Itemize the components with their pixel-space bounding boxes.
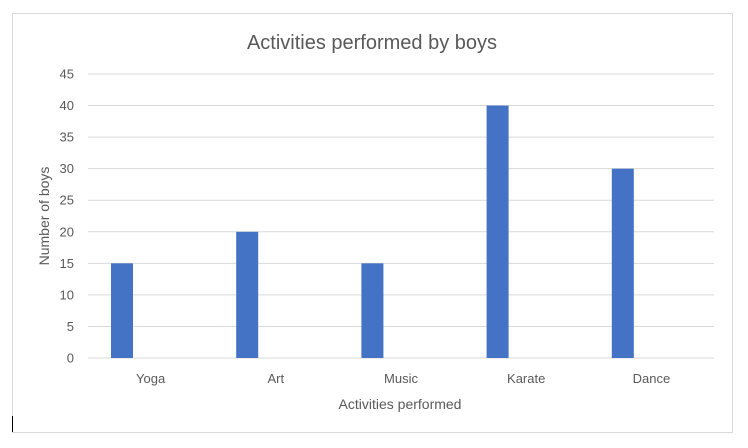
bar-karate bbox=[486, 105, 509, 358]
gridlines bbox=[88, 73, 714, 359]
x-tick-label: Karate bbox=[507, 371, 545, 386]
bar-yoga bbox=[111, 263, 133, 358]
y-axis-tick-labels: 0 5 10 15 20 25 30 35 40 45 bbox=[60, 67, 74, 366]
x-tick-label: Dance bbox=[633, 371, 671, 386]
y-tick-label: 15 bbox=[60, 256, 74, 271]
x-axis-title: Activities performed bbox=[339, 396, 462, 412]
x-axis-tick-labels: Yoga Art Music Karate Dance bbox=[136, 371, 670, 386]
x-tick-label: Yoga bbox=[136, 371, 166, 386]
y-tick-label: 5 bbox=[67, 319, 74, 334]
y-tick-label: 10 bbox=[60, 287, 74, 302]
y-tick-label: 0 bbox=[67, 351, 74, 366]
y-tick-label: 40 bbox=[60, 98, 74, 113]
y-tick-label: 20 bbox=[60, 224, 74, 239]
bars bbox=[111, 105, 634, 358]
x-tick-label: Music bbox=[384, 371, 418, 386]
y-axis-title: Number of boys bbox=[36, 167, 52, 266]
chart-title: Activities performed by boys bbox=[247, 32, 497, 54]
y-tick-label: 35 bbox=[60, 130, 74, 145]
bar-dance bbox=[611, 168, 634, 358]
bar-music bbox=[361, 263, 384, 358]
y-tick-label: 30 bbox=[60, 161, 74, 176]
text-cursor bbox=[12, 416, 13, 432]
bar-art bbox=[236, 231, 259, 358]
y-tick-label: 25 bbox=[60, 193, 74, 208]
y-tick-label: 45 bbox=[60, 67, 74, 82]
x-tick-label: Art bbox=[267, 371, 284, 386]
